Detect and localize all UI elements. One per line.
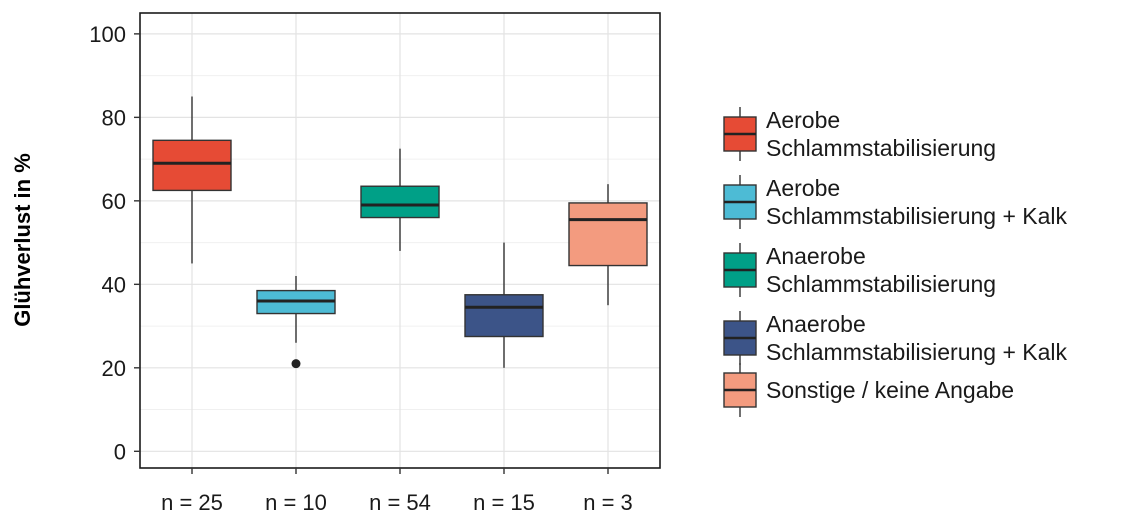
y-tick-label: 20 (102, 356, 126, 381)
y-tick-label: 0 (114, 439, 126, 464)
legend-label: Aerobe (766, 175, 840, 201)
x-tick-label: n = 15 (473, 490, 535, 515)
box-group (568, 184, 648, 306)
legend-label: Aerobe (766, 107, 840, 133)
legend-label: Anaerobe (766, 311, 866, 337)
y-axis: 0 20 40 60 80 100 (89, 22, 140, 464)
box (360, 185, 440, 219)
box (464, 294, 544, 338)
legend-label: Schlammstabilisierung (766, 271, 996, 297)
legend-label: Anaerobe (766, 243, 866, 269)
legend-label: Schlammstabilisierung + Kalk (766, 203, 1068, 229)
legend-label: Schlammstabilisierung (766, 135, 996, 161)
y-tick-label: 60 (102, 189, 126, 214)
legend-item: Sonstige / keine Angabe (723, 363, 1014, 417)
y-axis-title: Glühverlust in % (10, 153, 35, 327)
y-tick-label: 40 (102, 272, 126, 297)
x-tick-label: n = 10 (265, 490, 327, 515)
box-group (256, 275, 336, 369)
boxes (152, 96, 648, 369)
x-tick-label: n = 3 (583, 490, 633, 515)
x-tick-label: n = 25 (161, 490, 223, 515)
x-axis: n = 25 n = 10 n = 54 n = 15 n = 3 (161, 468, 633, 515)
box-group (152, 96, 232, 264)
legend-label: Sonstige / keine Angabe (766, 377, 1014, 403)
box-group (360, 148, 440, 251)
legend: AerobeSchlammstabilisierungAerobeSchlamm… (723, 107, 1068, 417)
y-tick-label: 100 (89, 22, 126, 47)
box (152, 139, 232, 192)
legend-label: Schlammstabilisierung + Kalk (766, 339, 1068, 365)
box-group (464, 242, 544, 368)
x-tick-label: n = 54 (369, 490, 431, 515)
box (568, 202, 648, 267)
outlier-point (291, 359, 301, 369)
y-tick-label: 80 (102, 105, 126, 130)
